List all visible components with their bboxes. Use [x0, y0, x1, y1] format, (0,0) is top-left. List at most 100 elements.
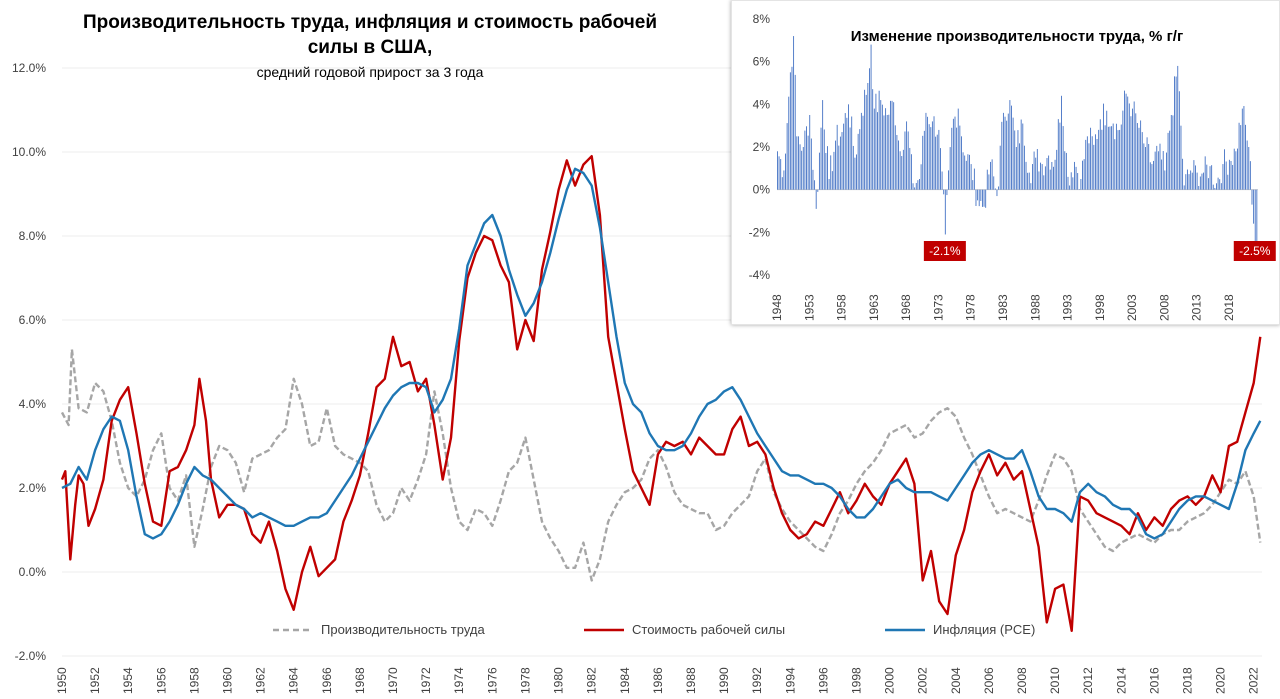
- inset-bar: [1122, 110, 1124, 190]
- inset-bar: [849, 127, 851, 190]
- inset-bar: [1053, 166, 1054, 190]
- inset-bar: [1032, 164, 1033, 190]
- inset-bar: [828, 179, 830, 190]
- inset-x-tick-label: 1978: [964, 294, 978, 321]
- inset-bar: [1186, 169, 1188, 190]
- inset-bar: [1211, 165, 1213, 190]
- inset-bar: [986, 169, 988, 190]
- inset-bar: [794, 74, 796, 190]
- inset-x-tick-label: 2018: [1222, 294, 1236, 321]
- inset-bar: [841, 132, 843, 190]
- inset-bar: [875, 93, 877, 190]
- inset-bar: [864, 89, 866, 190]
- inset-bar: [912, 183, 914, 190]
- inset-bar: [1075, 166, 1077, 190]
- main-x-tick-label: 1984: [618, 667, 632, 694]
- inset-bar: [1235, 151, 1237, 190]
- main-x-tick-label: 2000: [883, 667, 897, 694]
- inset-annotation-badge: [1233, 241, 1276, 261]
- inset-bar: [1111, 126, 1113, 190]
- inset-bar: [789, 72, 791, 190]
- main-y-tick-label: -2.0%: [15, 649, 47, 663]
- inset-bar: [1233, 148, 1235, 190]
- inset-bar: [1099, 119, 1101, 190]
- inset-bar: [804, 130, 806, 190]
- main-x-tick-label: 1988: [684, 667, 698, 694]
- main-x-tick-label: 2002: [916, 667, 930, 694]
- inset-bars: [777, 36, 1258, 246]
- inset-bar: [1138, 127, 1140, 190]
- inset-bar: [1156, 145, 1158, 190]
- main-x-tick-label: 1956: [154, 667, 168, 694]
- inset-bar: [1172, 115, 1174, 190]
- legend-item-productivity: Производительность труда: [271, 622, 485, 637]
- inset-bar: [1128, 103, 1130, 190]
- inset-bar: [1035, 157, 1037, 190]
- inset-bar: [896, 134, 898, 190]
- inset-bar: [975, 189, 977, 206]
- inset-bar: [1254, 189, 1256, 243]
- inset-bar: [1253, 189, 1255, 224]
- inset-bar: [978, 189, 980, 207]
- inset-x-tick-label: 1973: [931, 294, 945, 321]
- inset-bar: [909, 147, 911, 190]
- inset-bar: [1012, 117, 1014, 190]
- inset-bar: [996, 189, 998, 197]
- main-y-gridlines: [62, 67, 1262, 657]
- inset-bar: [1193, 160, 1195, 190]
- inset-bar: [796, 136, 798, 190]
- main-y-tick-label: 12.0%: [12, 61, 46, 75]
- main-x-tick-label: 1950: [55, 667, 69, 694]
- inset-bar: [1049, 169, 1051, 190]
- inset-bar: [1006, 120, 1008, 190]
- main-x-tick-label: 2012: [1081, 667, 1095, 694]
- inset-bar: [1020, 119, 1022, 190]
- inset-bar: [1246, 140, 1248, 190]
- inset-x-axis: 1948 1953 1958 1963 1968 1973 1978 1983 1988 1993…: [770, 294, 1236, 321]
- main-y-tick-label: 10.0%: [12, 145, 46, 159]
- main-y-tick-label: 8.0%: [19, 229, 47, 243]
- inset-bar: [999, 145, 1001, 190]
- inset-bar: [860, 112, 862, 190]
- inset-bar: [1104, 125, 1106, 190]
- inset-bar: [1064, 151, 1066, 190]
- main-x-tick-label: 1992: [750, 667, 764, 694]
- inset-bar: [839, 136, 841, 190]
- main-x-tick-label: 2016: [1147, 667, 1161, 694]
- inset-bar: [778, 156, 780, 190]
- inset-bar: [1141, 132, 1143, 190]
- inset-bar: [893, 102, 895, 190]
- inset-bar: [1112, 123, 1114, 190]
- inset-x-tick-label: 2003: [1125, 294, 1139, 321]
- main-x-tick-label: 1986: [651, 667, 665, 694]
- inset-bar: [1124, 90, 1125, 190]
- inset-bar: [1107, 126, 1109, 190]
- inset-bar: [1245, 124, 1246, 190]
- inset-bar: [1225, 161, 1227, 190]
- inset-bar: [1072, 177, 1074, 190]
- inset-bar: [959, 125, 961, 190]
- inset-bar: [1077, 173, 1079, 190]
- main-y-axis: -2.0% 0.0% 2.0% 4.0% 6.0% 8.0% 10.0% 12.0%: [12, 61, 46, 663]
- inset-bar: [1086, 136, 1088, 190]
- inset-bar: [977, 189, 979, 201]
- inset-bar: [1153, 160, 1154, 190]
- inset-bar: [1198, 185, 1200, 190]
- inset-bar: [1078, 189, 1080, 190]
- inset-bar: [1125, 93, 1127, 190]
- inset-bar: [843, 123, 845, 190]
- inset-bar: [1207, 178, 1209, 190]
- legend-label-labor-cost: Стоимость рабочей силы: [632, 622, 786, 637]
- inset-bar: [915, 182, 917, 190]
- inset-bar: [814, 180, 816, 190]
- main-x-axis: 1950 1952 1954 1956 1958 1960 1962 1964 1966 1968…: [55, 667, 1261, 694]
- chart-subtitle: средний годовой прирост за 3 года: [256, 64, 484, 80]
- inset-bar: [877, 112, 878, 190]
- inset-bar: [1214, 187, 1216, 190]
- inset-bar: [1178, 91, 1180, 190]
- inset-bar: [1002, 112, 1004, 190]
- main-x-tick-label: 1990: [717, 667, 731, 694]
- inset-bar: [1103, 103, 1104, 190]
- inset-bar: [1195, 165, 1196, 190]
- inset-bar: [836, 124, 838, 190]
